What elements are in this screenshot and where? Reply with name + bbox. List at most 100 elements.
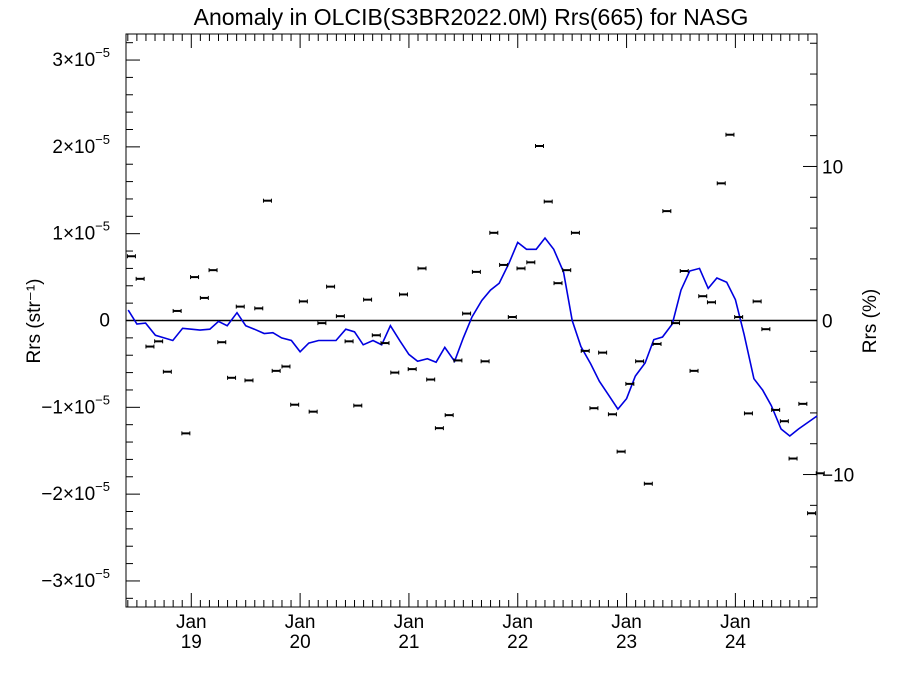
data-point: [227, 375, 237, 380]
y2-axis-label: Rrs (%): [860, 289, 881, 353]
y-axis-label: Rrs (str⁻¹): [24, 279, 45, 364]
data-point: [363, 297, 373, 302]
data-point: [679, 269, 689, 274]
data-point: [145, 344, 155, 349]
data-point: [471, 269, 481, 274]
data-point: [798, 401, 808, 406]
data-point: [616, 449, 626, 454]
y-tick-label: 3×10−5: [52, 45, 110, 71]
data-point: [779, 419, 789, 424]
data-point: [698, 294, 708, 299]
x-tick-month: Jan: [176, 612, 207, 633]
data-point: [635, 359, 645, 364]
data-point: [480, 359, 490, 364]
data-point: [761, 327, 771, 332]
data-point: [444, 413, 454, 418]
x-tick-month: Jan: [720, 612, 751, 633]
data-point: [453, 358, 463, 363]
data-point: [807, 511, 817, 516]
y-tick-label: 2×10−5: [52, 132, 110, 158]
data-point: [499, 262, 509, 267]
data-point: [607, 412, 617, 417]
data-point: [570, 230, 580, 235]
y2-tick-label: −10: [822, 466, 854, 487]
x-tick-year: 24: [725, 632, 747, 653]
x-tick-year: 22: [507, 632, 528, 653]
data-point: [398, 292, 408, 297]
data-point: [353, 403, 363, 408]
data-point: [244, 378, 254, 383]
data-point: [135, 276, 145, 281]
data-point: [162, 369, 172, 374]
data-point: [262, 198, 272, 203]
data-point: [516, 266, 526, 271]
data-point: [543, 199, 553, 204]
data-point: [254, 306, 264, 311]
data-point: [199, 295, 209, 300]
data-point: [326, 284, 336, 289]
data-point: [706, 300, 716, 305]
x-tick-year: 23: [616, 632, 637, 653]
data-point: [371, 333, 381, 338]
data-point: [652, 341, 662, 346]
data-point: [417, 266, 427, 271]
y-tick-label: −3×10−5: [41, 566, 110, 592]
data-point: [771, 407, 781, 412]
data-point: [489, 230, 499, 235]
chart-title: Anomaly in OLCIB(S3BR2022.0M) Rrs(665) f…: [194, 4, 749, 30]
data-point: [426, 377, 436, 382]
data-point: [589, 406, 599, 411]
y-tick-label: −2×10−5: [41, 479, 110, 505]
data-point: [815, 471, 825, 476]
x-tick-year: 21: [398, 632, 419, 653]
data-point: [390, 370, 400, 375]
data-point: [281, 364, 291, 369]
data-point: [689, 368, 699, 373]
data-point: [434, 426, 444, 431]
plot-area: 3×10−5 2×10−5 1×10−5 0 −1×10−5 −2×10−5 −3×10−5…: [41, 33, 854, 653]
data-point: [344, 339, 354, 344]
data-point: [271, 368, 281, 373]
data-point: [526, 260, 536, 265]
x-tick-month: Jan: [285, 612, 316, 633]
x-tick-month: Jan: [394, 612, 425, 633]
data-point: [625, 381, 635, 386]
data-point: [407, 367, 417, 372]
data-point: [208, 268, 218, 273]
y-tick-label: −1×10−5: [41, 392, 110, 418]
y-tick-label: 0: [99, 311, 110, 332]
y2-tick-label: 10: [822, 157, 843, 178]
x-tick-month: Jan: [611, 612, 642, 633]
data-point: [462, 311, 472, 316]
data-point: [335, 314, 345, 319]
data-point: [643, 481, 653, 486]
data-point: [662, 209, 672, 214]
data-point: [716, 181, 726, 186]
data-point: [725, 132, 735, 137]
data-point: [788, 456, 798, 461]
data-point: [752, 299, 762, 304]
data-point: [298, 299, 308, 304]
data-point: [235, 304, 245, 309]
data-point: [598, 350, 608, 355]
data-point: [580, 348, 590, 353]
data-point: [507, 315, 517, 320]
data-point: [172, 308, 182, 313]
data-point: [126, 254, 136, 259]
data-point: [553, 281, 563, 286]
data-point: [317, 321, 327, 326]
x-tick-year: 20: [290, 632, 311, 653]
x-tick-year: 19: [181, 632, 202, 653]
data-point: [181, 431, 191, 436]
data-point: [154, 339, 164, 344]
y-tick-label: 1×10−5: [52, 219, 110, 245]
y2-tick-label: 0: [822, 312, 833, 333]
data-point: [535, 143, 545, 148]
data-point: [734, 315, 744, 320]
data-point: [308, 409, 318, 414]
data-point: [380, 341, 390, 346]
data-point: [671, 321, 681, 326]
data-point: [190, 275, 200, 280]
x-tick-month: Jan: [502, 612, 533, 633]
